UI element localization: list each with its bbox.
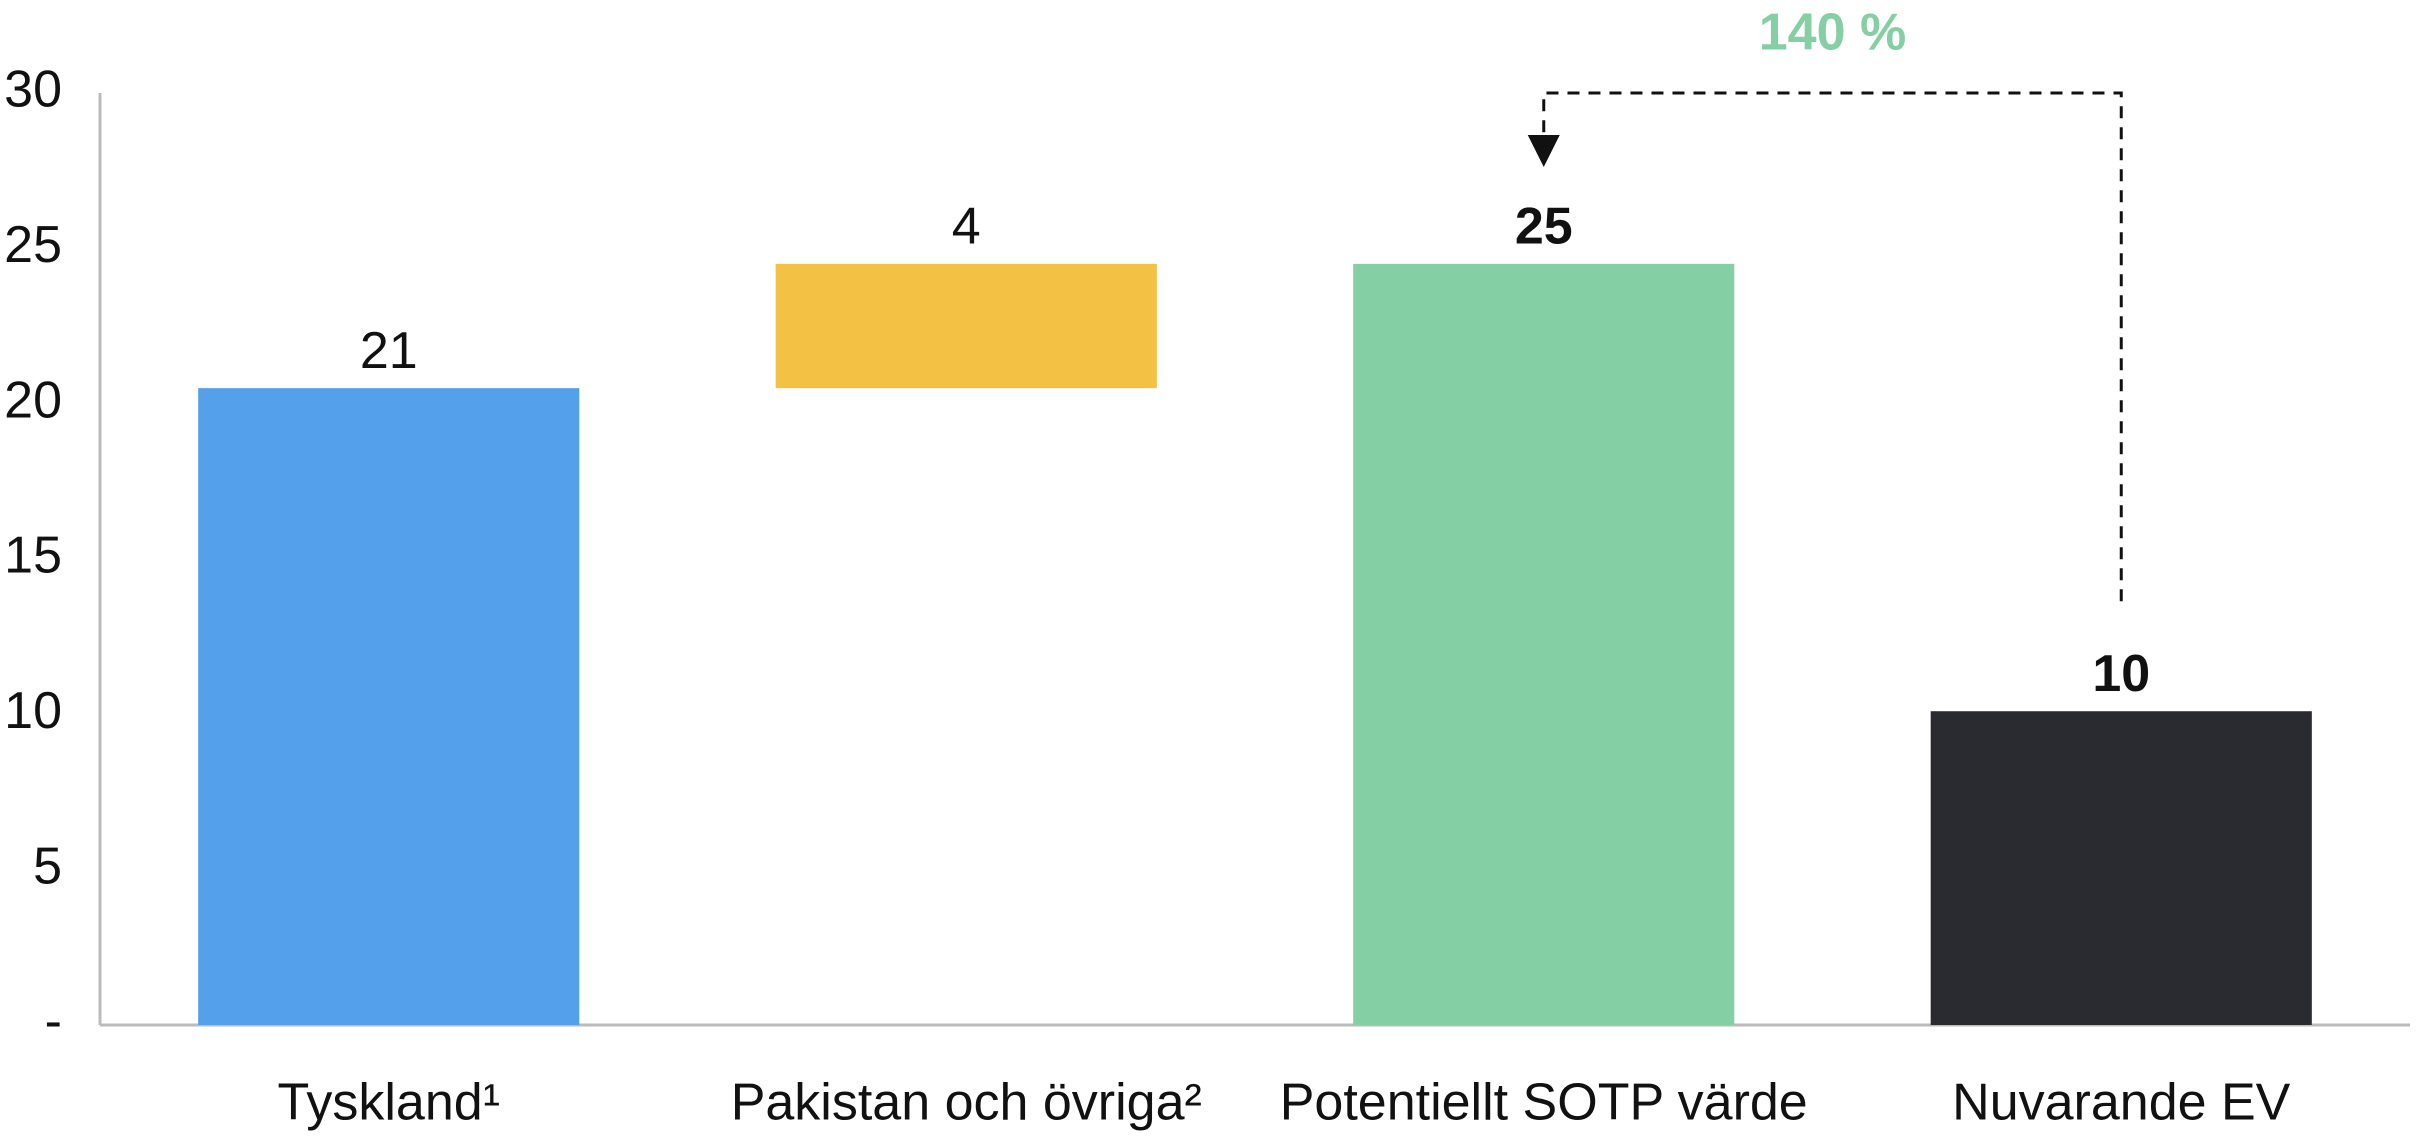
arrow-head <box>1527 135 1560 167</box>
y-tick-label: 30 <box>4 61 62 119</box>
y-tick-label: 15 <box>4 527 62 585</box>
annotation: 140 % <box>1759 4 1906 62</box>
bar <box>1930 711 2312 1025</box>
value-label: 10 <box>2092 645 2150 703</box>
x-tick-label: Potentiellt SOTP värde <box>1280 1074 1808 1132</box>
y-tick-label: 25 <box>4 216 62 274</box>
bar <box>198 388 580 1026</box>
x-tick-label: Nuvarande EV <box>1952 1074 2291 1132</box>
x-tick-label: Tyskland¹ <box>277 1074 500 1132</box>
annotation-arrow <box>1542 91 2123 602</box>
value-label: 21 <box>360 322 418 380</box>
y-tick-label: 5 <box>33 837 62 895</box>
x-tick-label: Pakistan och övriga² <box>731 1074 1202 1132</box>
value-label: 4 <box>952 198 981 256</box>
bar <box>1353 263 1735 1025</box>
y-tick-label: 20 <box>4 371 62 429</box>
y-tick-label: 10 <box>4 682 62 740</box>
value-label: 25 <box>1515 198 1573 256</box>
bar <box>775 263 1157 389</box>
y-tick-label: - <box>45 993 62 1051</box>
